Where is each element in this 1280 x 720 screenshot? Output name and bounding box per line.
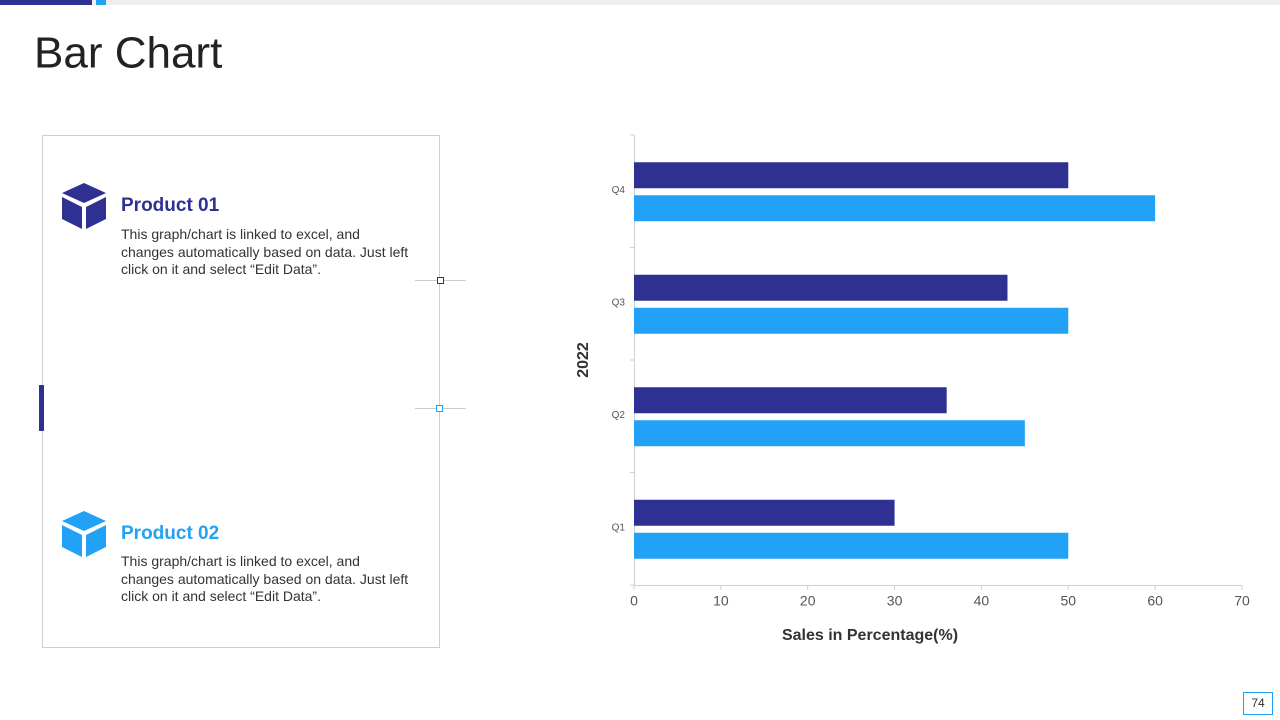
- x-tick-label: 50: [1060, 593, 1076, 609]
- y-tick-label: Q2: [612, 410, 626, 421]
- bar: [634, 420, 1025, 447]
- box-icon: [62, 511, 106, 557]
- y-axis-title: 2022: [575, 342, 592, 378]
- product-title: Product 02: [121, 523, 220, 544]
- product-text: This graph/chart is linked to excel, and…: [121, 226, 409, 277]
- page-box: [1243, 692, 1273, 715]
- bar: [634, 162, 1069, 189]
- x-tick-label: 40: [974, 593, 990, 609]
- bar: [634, 499, 895, 526]
- top-accent: [0, 0, 92, 5]
- product-title: Product 01: [121, 195, 220, 216]
- x-tick-label: 30: [887, 593, 903, 609]
- panel-accent: [39, 385, 44, 431]
- handle: [436, 405, 443, 412]
- bar: [634, 274, 1008, 301]
- bar: [634, 387, 947, 414]
- y-tick-label: Q3: [612, 297, 626, 308]
- bar: [634, 195, 1156, 222]
- x-tick-label: 20: [800, 593, 816, 609]
- page-number: 74: [1251, 696, 1265, 710]
- product-text: This graph/chart is linked to excel, and…: [121, 553, 409, 604]
- y-tick-label: Q4: [612, 185, 626, 196]
- top-strip: [0, 0, 1280, 5]
- handle: [437, 277, 444, 284]
- bar: [634, 307, 1069, 334]
- x-tick-label: 70: [1234, 593, 1250, 609]
- bar: [634, 532, 1069, 559]
- box-icon: [62, 183, 106, 229]
- x-tick-label: 0: [630, 593, 638, 609]
- x-tick-label: 60: [1147, 593, 1163, 609]
- top-accent: [96, 0, 106, 5]
- slide-title: Bar Chart: [34, 29, 222, 78]
- x-axis-title: Sales in Percentage(%): [782, 627, 958, 644]
- y-tick-label: Q1: [612, 522, 626, 533]
- x-tick-label: 10: [713, 593, 729, 609]
